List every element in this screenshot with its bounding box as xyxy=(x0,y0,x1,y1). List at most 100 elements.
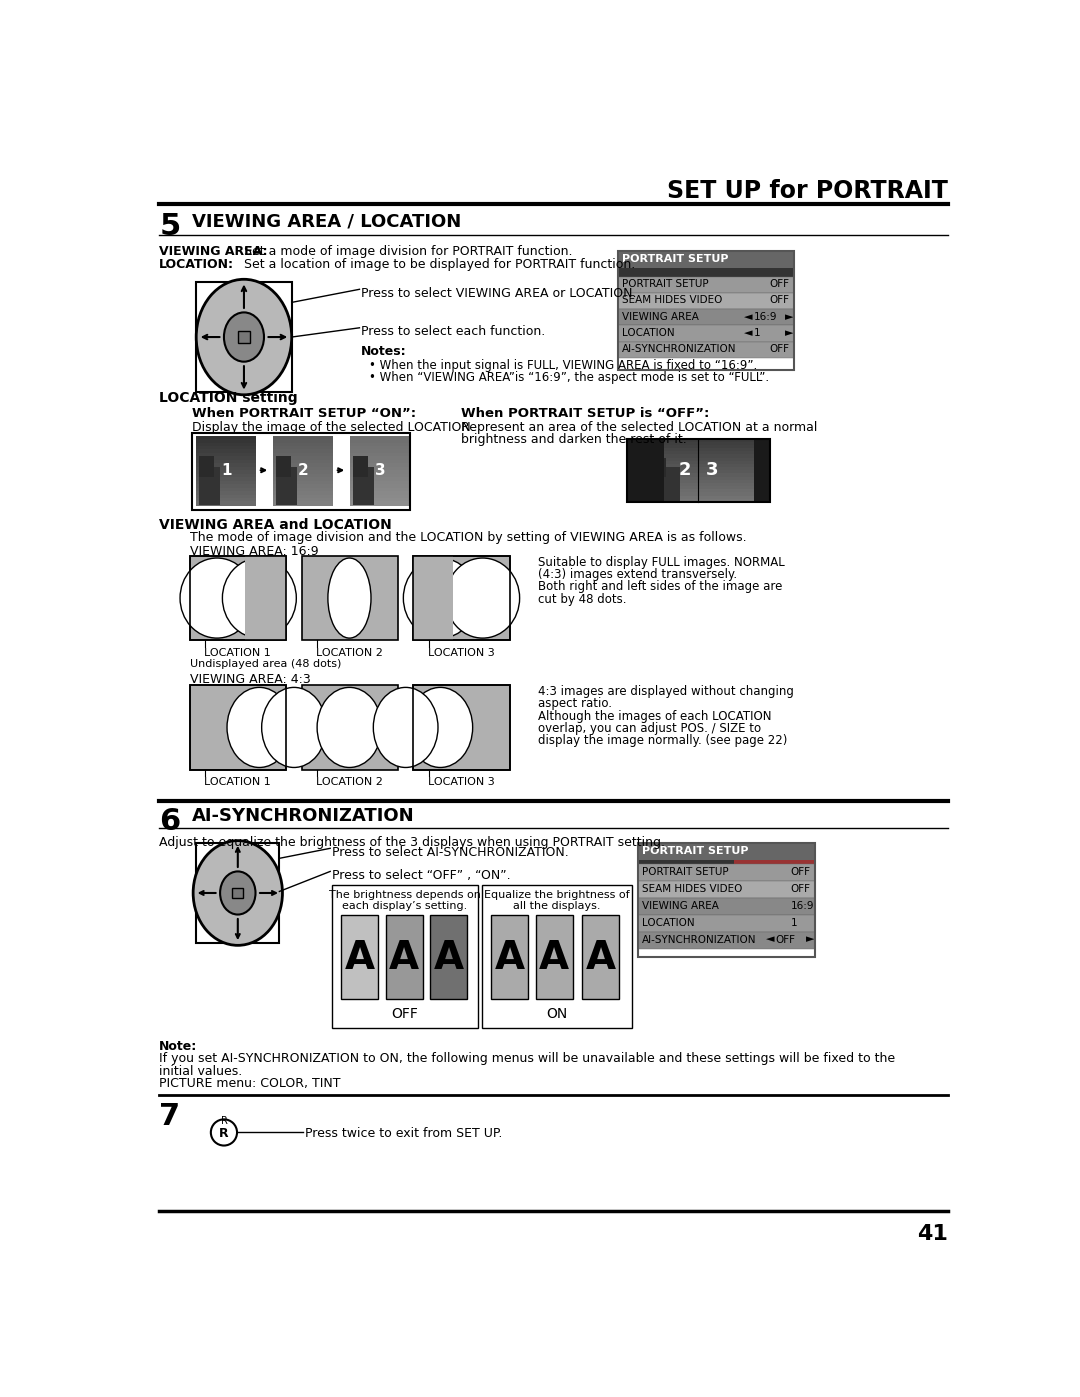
Bar xyxy=(197,450,256,454)
Bar xyxy=(273,436,334,440)
Bar xyxy=(627,479,770,483)
Text: LOCATION setting: LOCATION setting xyxy=(159,391,298,405)
Bar xyxy=(350,446,410,450)
Bar xyxy=(631,467,680,502)
Text: A: A xyxy=(539,939,569,978)
Bar xyxy=(353,467,375,504)
Bar xyxy=(273,467,334,471)
Text: LOCATION 2: LOCATION 2 xyxy=(316,778,383,788)
Bar xyxy=(638,882,815,898)
Ellipse shape xyxy=(328,557,372,638)
Text: The brightness depends on: The brightness depends on xyxy=(329,890,481,900)
Bar xyxy=(627,441,770,446)
Bar xyxy=(627,439,770,502)
Text: 6: 6 xyxy=(159,806,180,835)
Ellipse shape xyxy=(224,313,264,362)
Text: LOCATION:: LOCATION: xyxy=(159,257,234,271)
Bar xyxy=(197,464,256,468)
Bar xyxy=(197,842,280,943)
Bar xyxy=(273,488,334,492)
Bar xyxy=(627,476,770,481)
Text: A: A xyxy=(495,939,525,978)
Text: ►: ► xyxy=(784,312,793,321)
Bar xyxy=(350,474,410,478)
Bar xyxy=(197,478,256,482)
Text: SEAM HIDES VIDEO: SEAM HIDES VIDEO xyxy=(642,884,742,894)
Bar xyxy=(430,915,468,999)
Bar xyxy=(627,483,770,486)
Bar xyxy=(273,471,334,475)
Bar xyxy=(627,439,770,443)
Text: VIEWING AREA: VIEWING AREA xyxy=(642,901,719,911)
Bar xyxy=(190,685,286,770)
Text: Press to select AI-SYNCHRONIZATION.: Press to select AI-SYNCHRONIZATION. xyxy=(332,847,568,859)
Bar xyxy=(197,490,256,496)
Text: PORTRAIT SETUP: PORTRAIT SETUP xyxy=(642,866,729,877)
Text: Represent an area of the selected LOCATION at a normal: Represent an area of the selected LOCATI… xyxy=(461,420,818,434)
Bar xyxy=(638,865,815,882)
Bar xyxy=(414,685,510,770)
Text: PORTRAIT SETUP: PORTRAIT SETUP xyxy=(642,847,748,856)
Bar xyxy=(332,886,478,1028)
Text: Set a location of image to be displayed for PORTRAIT function.: Set a location of image to be displayed … xyxy=(244,257,635,271)
Bar xyxy=(414,556,510,640)
Text: VIEWING AREA:: VIEWING AREA: xyxy=(159,244,268,257)
Text: LOCATION: LOCATION xyxy=(622,328,675,338)
Bar xyxy=(414,556,454,640)
Bar xyxy=(197,436,256,504)
Text: Press to select each function.: Press to select each function. xyxy=(361,326,545,338)
Bar xyxy=(276,457,292,478)
Text: OFF: OFF xyxy=(791,884,811,894)
Bar xyxy=(197,443,256,447)
Bar xyxy=(197,485,256,489)
Bar xyxy=(627,439,770,502)
Bar xyxy=(350,450,410,454)
Ellipse shape xyxy=(227,687,292,767)
Bar xyxy=(627,458,770,461)
Bar xyxy=(273,450,334,454)
Text: ◄: ◄ xyxy=(744,312,753,321)
Bar xyxy=(755,439,770,502)
Text: Undisplayed area (48 dots): Undisplayed area (48 dots) xyxy=(190,659,341,669)
Bar xyxy=(232,887,243,898)
Bar xyxy=(197,481,256,485)
Bar xyxy=(618,342,794,358)
Text: Display the image of the selected LOCATION.: Display the image of the selected LOCATI… xyxy=(191,420,474,434)
Bar xyxy=(638,842,815,861)
Text: LOCATION 1: LOCATION 1 xyxy=(204,778,271,788)
Bar xyxy=(350,457,410,461)
Ellipse shape xyxy=(408,687,473,767)
Text: 41: 41 xyxy=(917,1224,948,1245)
Text: ◄: ◄ xyxy=(766,935,774,944)
Text: all the displays.: all the displays. xyxy=(513,901,600,911)
Bar xyxy=(197,446,256,450)
Text: Set a mode of image division for PORTRAIT function.: Set a mode of image division for PORTRAI… xyxy=(244,244,572,257)
Bar xyxy=(197,436,256,440)
Text: When PORTRAIT SETUP “ON”:: When PORTRAIT SETUP “ON”: xyxy=(191,407,416,420)
Bar xyxy=(273,457,334,461)
Bar xyxy=(353,457,368,478)
Bar xyxy=(350,443,410,447)
Bar xyxy=(536,915,572,999)
Bar xyxy=(273,443,334,447)
Text: SET UP for PORTRAIT: SET UP for PORTRAIT xyxy=(666,179,948,203)
Text: cut by 48 dots.: cut by 48 dots. xyxy=(538,592,626,606)
Text: ►: ► xyxy=(784,328,793,338)
Text: When PORTRAIT SETUP is “OFF”:: When PORTRAIT SETUP is “OFF”: xyxy=(461,407,710,420)
Text: Equalize the brightness of: Equalize the brightness of xyxy=(484,890,630,900)
Bar xyxy=(273,490,334,496)
Bar xyxy=(350,490,410,496)
Bar xyxy=(273,474,334,478)
Bar xyxy=(638,932,815,949)
Text: VIEWING AREA / LOCATION: VIEWING AREA / LOCATION xyxy=(191,212,461,231)
Bar xyxy=(627,499,770,503)
Text: OFF: OFF xyxy=(769,295,789,306)
Bar xyxy=(273,478,334,482)
Text: A: A xyxy=(434,939,463,978)
Bar xyxy=(627,489,770,493)
Ellipse shape xyxy=(220,872,256,915)
Ellipse shape xyxy=(446,557,519,638)
Bar xyxy=(414,556,510,640)
Bar xyxy=(350,497,410,502)
Bar xyxy=(350,502,410,506)
